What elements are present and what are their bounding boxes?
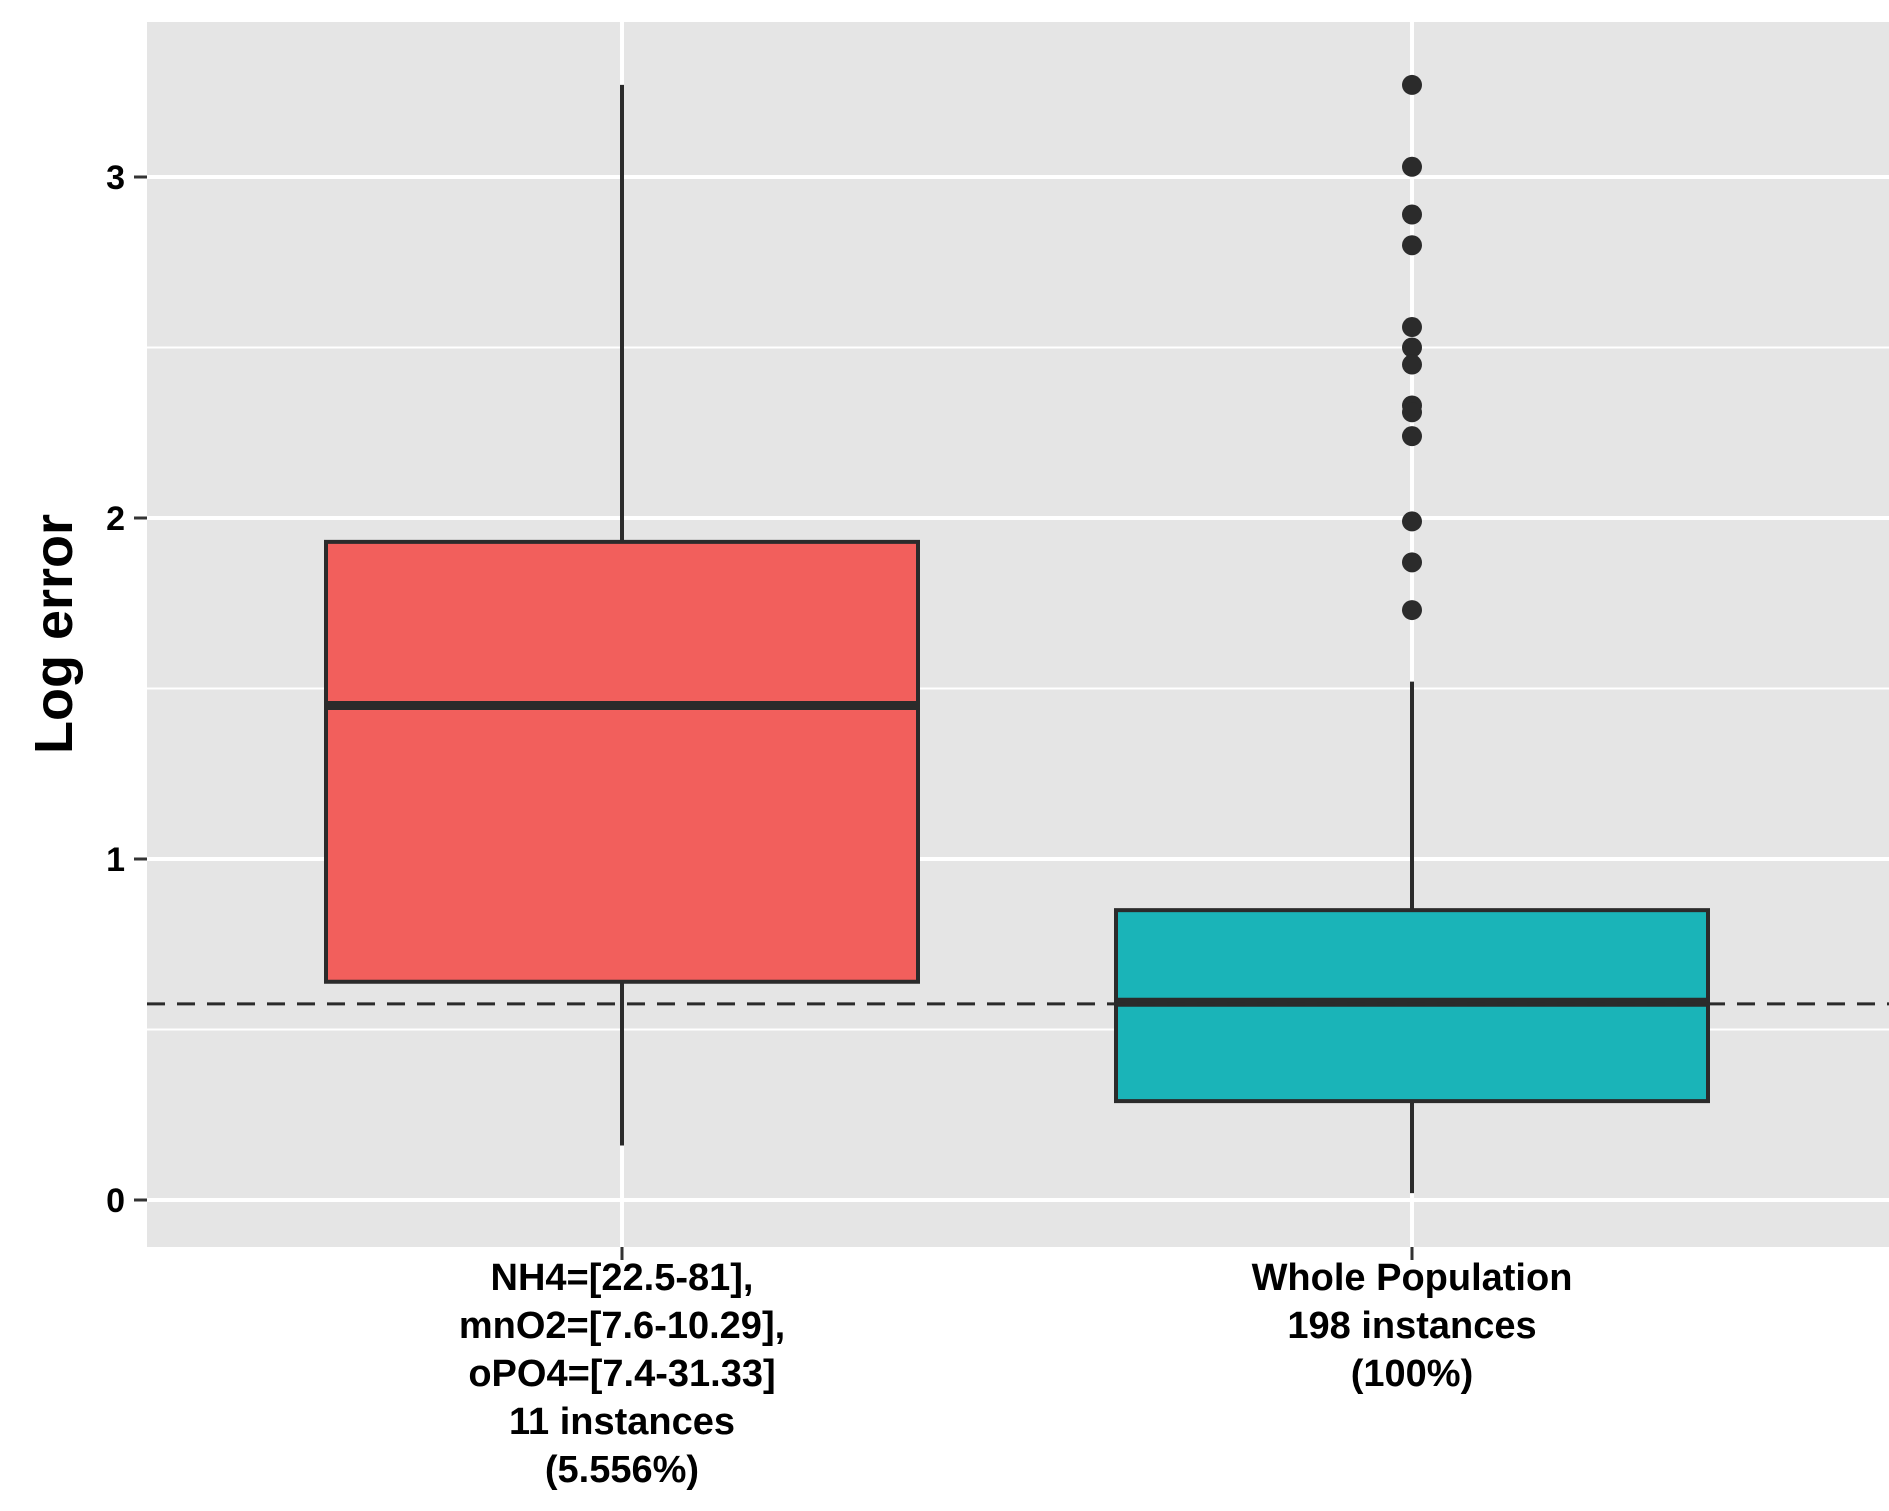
- outlier-point: [1402, 426, 1422, 447]
- box-group: [324, 84, 920, 1146]
- box-group: [1114, 74, 1710, 1194]
- x-category-label-line: Whole Population: [1252, 1257, 1573, 1299]
- y-tick-label: 0: [106, 1182, 125, 1220]
- x-category-label-line: mnO2=[7.6-10.29],: [459, 1305, 785, 1347]
- x-category-label-line: 198 instances: [1287, 1305, 1536, 1347]
- y-tick-label: 2: [106, 500, 125, 538]
- box-iqr: [324, 539, 920, 984]
- outlier-point: [1402, 156, 1422, 177]
- x-category-label-line: 11 instances: [509, 1401, 735, 1443]
- y-tick-label: 3: [106, 159, 125, 197]
- axes-layer: 0 1 2 3 NH4=[22.5-81], mnO2=[7.6-10.29], oPO4=…: [106, 159, 1572, 1491]
- outlier-point: [1402, 552, 1422, 573]
- outlier-point: [1402, 337, 1422, 358]
- outlier-point: [1402, 204, 1422, 225]
- x-category-label-line: (100%): [1351, 1353, 1474, 1395]
- outlier-point: [1402, 402, 1422, 423]
- x-category-label-line: NH4=[22.5-81],: [491, 1257, 754, 1299]
- outlier-point: [1402, 511, 1422, 532]
- boxes-layer: [324, 74, 1710, 1194]
- y-tick-label: 1: [106, 841, 125, 879]
- x-category-label-line: oPO4=[7.4-31.33]: [468, 1353, 775, 1395]
- y-axis-title: Log error: [24, 514, 84, 754]
- outlier-point: [1402, 74, 1422, 95]
- outlier-point: [1402, 317, 1422, 338]
- outlier-point: [1402, 235, 1422, 256]
- x-category-label-line: (5.556%): [545, 1449, 699, 1491]
- outlier-point: [1402, 600, 1422, 621]
- outlier-point: [1402, 354, 1422, 375]
